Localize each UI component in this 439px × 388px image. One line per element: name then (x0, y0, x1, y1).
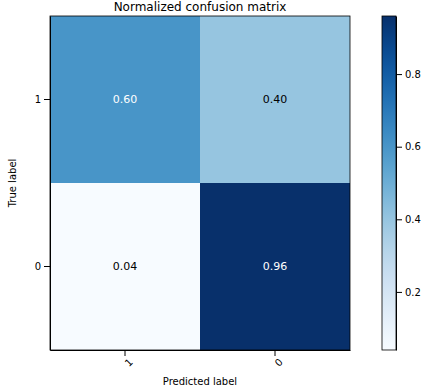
y-tick: 1 (35, 94, 50, 105)
data-label: 0.96 (263, 260, 288, 273)
y-tick-label: 1 (35, 94, 41, 105)
x-axis: 10 (51, 350, 351, 369)
colorbar (382, 16, 396, 350)
colorbar-tick-label: 0.8 (405, 69, 421, 80)
cell (200, 16, 350, 183)
y-tick-label: 0 (35, 261, 41, 272)
colorbar-axis: 0.2 0.4 0.6 0.8 (396, 17, 421, 351)
colorbar-tick-label: 0.6 (405, 141, 421, 152)
data-label: 0.04 (113, 260, 138, 273)
x-tick: 0 (273, 350, 285, 369)
x-tick-mark (125, 350, 126, 356)
cell (200, 183, 350, 350)
colorbar-tick: 0.8 (396, 69, 421, 80)
colorbar-axis-line (396, 17, 397, 351)
x-tick-mark (275, 350, 276, 356)
x-axis-title: Predicted label (163, 376, 237, 387)
colorbar-tick-mark (396, 147, 402, 148)
cell (50, 183, 200, 350)
cells (50, 16, 350, 350)
colorbar-tick-mark (396, 74, 402, 75)
colorbar-tick: 0.6 (396, 141, 421, 152)
colorbar-tick-mark (396, 219, 402, 220)
y-tick-mark (44, 266, 50, 267)
x-tick: 1 (123, 350, 135, 369)
data-labels: 0.60 0.40 0.04 0.96 (113, 93, 288, 273)
y-tick-mark (44, 99, 50, 100)
y-axis: 10 (35, 17, 51, 351)
x-tick-label: 1 (123, 356, 135, 368)
colorbar-tick: 0.2 (396, 287, 421, 298)
colorbar-tick: 0.4 (396, 214, 421, 225)
cell (50, 16, 200, 183)
y-tick: 0 (35, 261, 50, 272)
data-label: 0.40 (263, 93, 288, 106)
colorbar-tick-mark (396, 292, 402, 293)
plot-frame (50, 16, 350, 350)
colorbar-tick-label: 0.2 (405, 287, 421, 298)
colorbar-tick-label: 0.4 (405, 214, 421, 225)
title: Normalized confusion matrix (114, 0, 287, 14)
x-tick-label: 0 (273, 356, 285, 368)
y-axis-title: True label (7, 159, 18, 209)
data-label: 0.60 (113, 93, 138, 106)
